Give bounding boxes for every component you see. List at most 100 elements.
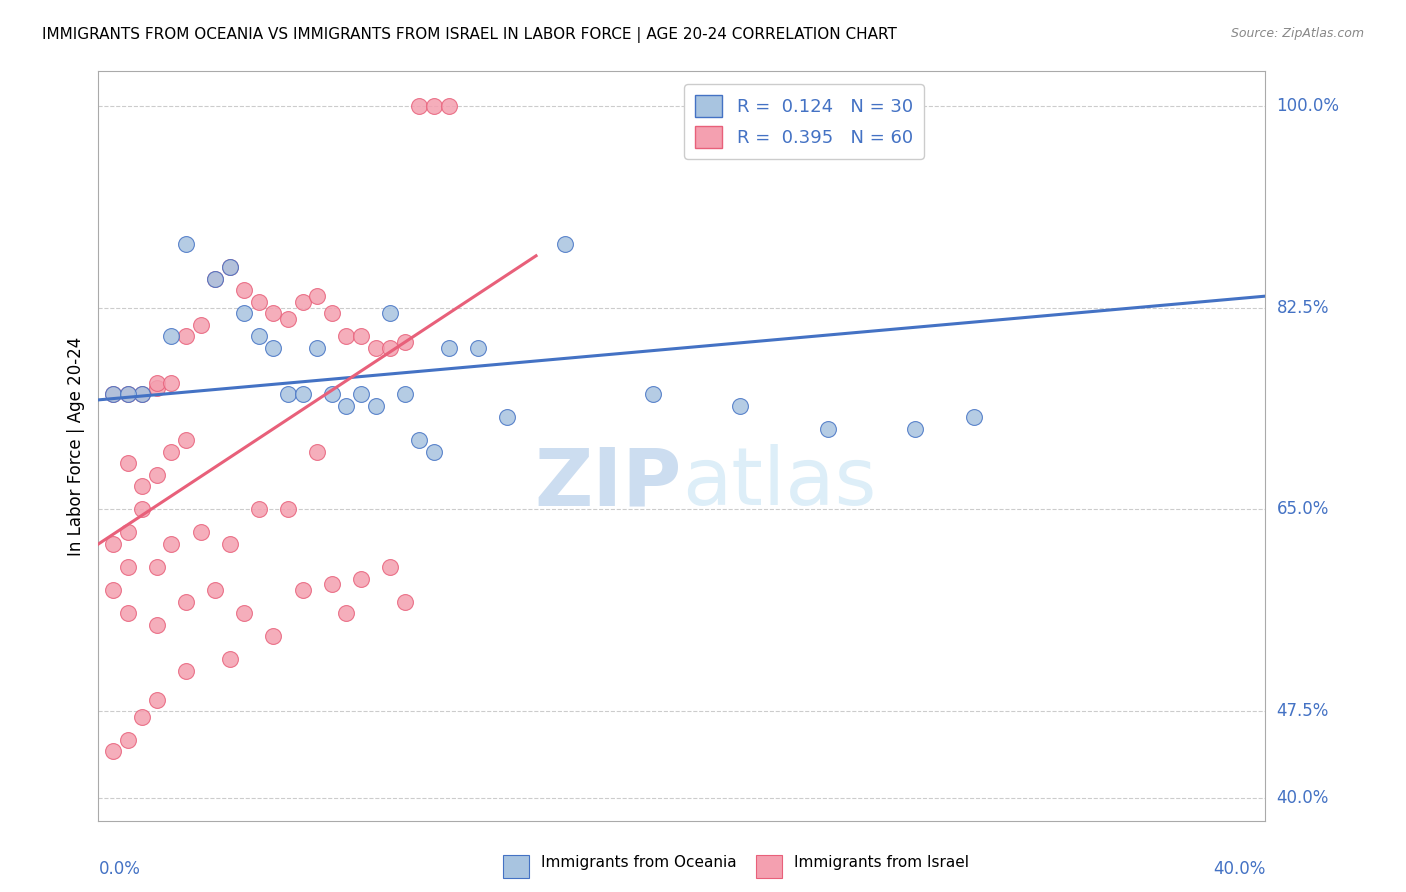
Point <box>423 99 446 113</box>
Legend: R =  0.124   N = 30, R =  0.395   N = 60: R = 0.124 N = 30, R = 0.395 N = 60 <box>685 84 924 159</box>
Point <box>307 444 329 458</box>
Point <box>131 387 153 401</box>
Point <box>307 289 329 303</box>
Point <box>101 537 124 551</box>
Point <box>101 387 124 401</box>
Point <box>321 577 343 591</box>
Text: 100.0%: 100.0% <box>1277 97 1340 115</box>
Point <box>174 664 197 678</box>
Text: 65.0%: 65.0% <box>1277 500 1329 518</box>
Point <box>423 444 446 458</box>
Point <box>350 572 373 586</box>
Point <box>437 341 460 355</box>
Text: 82.5%: 82.5% <box>1277 299 1329 317</box>
Point <box>350 329 373 343</box>
Point <box>408 99 430 113</box>
Point <box>218 652 240 666</box>
Point <box>233 606 256 620</box>
Point <box>321 387 343 401</box>
Text: Immigrants from Israel: Immigrants from Israel <box>794 855 969 870</box>
Text: 40.0%: 40.0% <box>1213 860 1265 878</box>
Point <box>146 560 169 574</box>
Point <box>277 502 299 516</box>
Text: atlas: atlas <box>682 444 876 523</box>
Point <box>291 294 314 309</box>
Point <box>364 399 387 413</box>
Point <box>174 594 197 608</box>
Text: IMMIGRANTS FROM OCEANIA VS IMMIGRANTS FROM ISRAEL IN LABOR FORCE | AGE 20-24 COR: IMMIGRANTS FROM OCEANIA VS IMMIGRANTS FR… <box>42 27 897 43</box>
Point <box>817 422 839 436</box>
Point <box>174 434 197 448</box>
Y-axis label: In Labor Force | Age 20-24: In Labor Force | Age 20-24 <box>66 336 84 556</box>
Point <box>204 272 226 286</box>
Point <box>554 237 576 252</box>
Point <box>117 456 139 470</box>
Point <box>263 629 285 643</box>
Point <box>101 583 124 598</box>
Point <box>335 606 357 620</box>
Point <box>204 272 226 286</box>
Point <box>641 387 664 401</box>
Point <box>204 583 226 598</box>
Point <box>131 387 153 401</box>
Point <box>380 341 402 355</box>
Point <box>146 617 169 632</box>
Text: 0.0%: 0.0% <box>98 860 141 878</box>
Text: Immigrants from Oceania: Immigrants from Oceania <box>541 855 737 870</box>
Point <box>437 99 460 113</box>
Point <box>218 537 240 551</box>
Text: Source: ZipAtlas.com: Source: ZipAtlas.com <box>1230 27 1364 40</box>
Point <box>131 710 153 724</box>
Point <box>233 306 256 320</box>
Point <box>160 444 183 458</box>
Point <box>247 502 270 516</box>
Point <box>146 381 169 395</box>
Point <box>364 341 387 355</box>
Point <box>117 560 139 574</box>
Point <box>394 594 416 608</box>
Point <box>174 329 197 343</box>
Point <box>277 387 299 401</box>
Point <box>101 744 124 758</box>
Point <box>247 294 270 309</box>
Point <box>335 329 357 343</box>
Point <box>160 329 183 343</box>
Text: ZIP: ZIP <box>534 444 682 523</box>
Point <box>117 387 139 401</box>
Point <box>190 318 212 332</box>
Point <box>190 525 212 540</box>
Point <box>904 422 927 436</box>
Point <box>307 341 329 355</box>
Point <box>467 341 489 355</box>
Point <box>174 237 197 252</box>
Point <box>218 260 240 275</box>
Point <box>117 387 139 401</box>
Point <box>218 260 240 275</box>
Point <box>394 335 416 350</box>
Point <box>117 733 139 747</box>
Point <box>131 479 153 493</box>
Point <box>263 306 285 320</box>
Point <box>146 467 169 482</box>
Point <box>160 376 183 390</box>
Point <box>247 329 270 343</box>
Point <box>496 410 519 425</box>
Point <box>394 387 416 401</box>
Point <box>321 306 343 320</box>
Point <box>380 306 402 320</box>
Point <box>160 537 183 551</box>
Point <box>291 583 314 598</box>
Point <box>146 376 169 390</box>
Point <box>146 692 169 706</box>
Point <box>277 312 299 326</box>
Point <box>380 560 402 574</box>
Point <box>350 387 373 401</box>
Point <box>117 525 139 540</box>
Point <box>291 387 314 401</box>
Point <box>408 434 430 448</box>
Text: 47.5%: 47.5% <box>1277 702 1329 720</box>
Point <box>335 399 357 413</box>
Point <box>730 399 752 413</box>
Point <box>962 410 984 425</box>
Point <box>101 387 124 401</box>
